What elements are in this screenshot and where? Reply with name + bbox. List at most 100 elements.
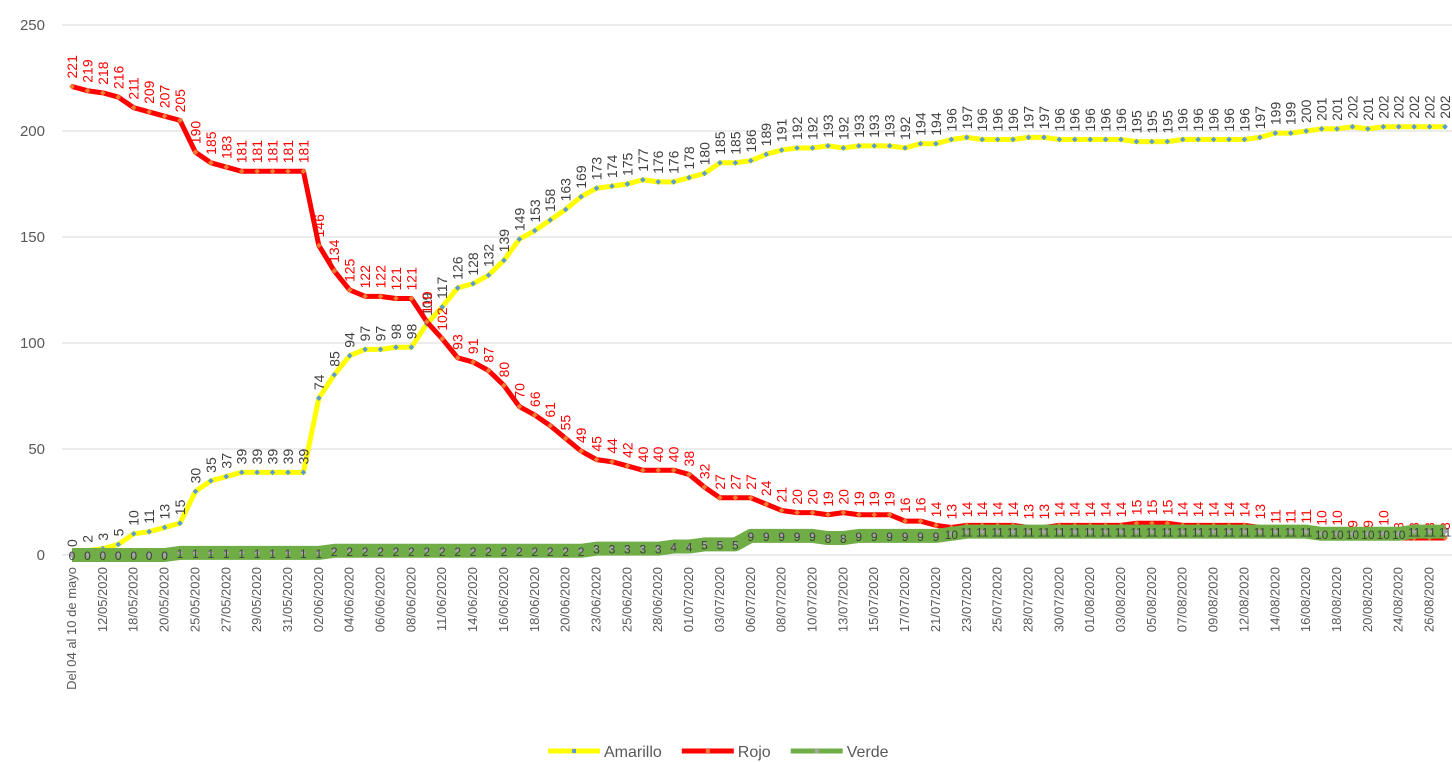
x-tick-label: 03/07/2020 (712, 567, 727, 632)
x-tick-label: 18/06/2020 (527, 567, 542, 632)
x-tick-label: 16/08/2020 (1298, 567, 1313, 632)
data-label: 9 (778, 530, 785, 544)
data-label: 19 (851, 491, 867, 507)
data-label: 186 (743, 129, 759, 153)
data-label: 3 (593, 543, 600, 557)
data-label: 176 (666, 150, 682, 174)
data-label: 2 (346, 545, 353, 559)
data-label: 11 (1022, 526, 1035, 540)
data-label: 10 (1392, 528, 1406, 542)
data-label: 11 (1267, 509, 1283, 524)
data-label: 102 (434, 307, 450, 331)
data-label: 14 (928, 502, 944, 518)
data-label: 158 (542, 188, 558, 212)
data-label: 196 (1190, 108, 1206, 132)
data-label: 15 (1144, 499, 1160, 515)
data-label: 9 (933, 530, 940, 544)
data-label: 21 (774, 487, 790, 503)
data-label: 2 (408, 545, 415, 559)
data-label: 11 (1439, 526, 1452, 540)
x-tick-label: 12/08/2020 (1236, 567, 1251, 632)
data-label: 40 (666, 446, 682, 462)
data-label: 14 (1236, 502, 1252, 518)
data-label: 70 (511, 383, 527, 399)
data-label: 9 (1344, 520, 1360, 528)
data-label: 196 (1051, 108, 1067, 132)
data-label: 219 (79, 59, 95, 83)
data-label: 196 (1005, 108, 1021, 132)
x-tick-label: 03/08/2020 (1113, 567, 1128, 632)
y-tick-label: 100 (20, 335, 45, 352)
data-label: 11 (1192, 526, 1205, 540)
data-label: 11 (1238, 526, 1251, 540)
data-label: 190 (187, 121, 203, 145)
data-label: 180 (697, 142, 713, 166)
data-label: 196 (1082, 108, 1098, 132)
data-label: 202 (1437, 95, 1452, 119)
x-tick-label: 17/07/2020 (897, 567, 912, 632)
data-label: 2 (547, 545, 554, 559)
legend-marker (815, 749, 819, 753)
data-label: 11 (1300, 526, 1313, 540)
x-tick-label: 26/08/2020 (1422, 567, 1437, 632)
data-label: 39 (280, 449, 296, 465)
x-tick-label: 12/05/2020 (95, 567, 110, 632)
data-label: 61 (542, 402, 558, 418)
x-tick-label: 28/07/2020 (1020, 567, 1035, 632)
data-label: 117 (434, 276, 450, 299)
data-label: 39 (265, 449, 281, 465)
data-label: 194 (912, 112, 928, 136)
data-label: 16 (912, 497, 928, 513)
data-label: 9 (917, 530, 924, 544)
data-label: 14 (1175, 502, 1191, 518)
data-label: 0 (64, 539, 80, 547)
data-label: 185 (727, 131, 743, 155)
x-tick-label: 16/06/2020 (496, 567, 511, 632)
data-label: 8 (840, 532, 847, 546)
data-label: 2 (485, 545, 492, 559)
data-label: 205 (172, 89, 188, 113)
data-label: 193 (820, 114, 836, 138)
data-label: 10 (1329, 510, 1345, 526)
data-label: 32 (697, 463, 713, 479)
data-label: 196 (1236, 108, 1252, 132)
data-label: 39 (295, 449, 311, 465)
x-tick-label: 25/05/2020 (187, 567, 202, 632)
data-label: 0 (146, 549, 153, 563)
data-label: 11 (1130, 526, 1143, 540)
legend-marker (706, 749, 710, 753)
data-label: 14 (1098, 502, 1114, 518)
data-label: 2 (362, 545, 369, 559)
data-label: 185 (712, 131, 728, 155)
data-label: 40 (635, 446, 651, 462)
data-label: 10 (1346, 528, 1360, 542)
data-label: 66 (527, 391, 543, 407)
data-label: 27 (712, 474, 728, 490)
x-tick-label: 08/07/2020 (774, 567, 789, 632)
data-label: 2 (423, 545, 430, 559)
data-label: 2 (516, 545, 523, 559)
data-label: 193 (851, 114, 867, 138)
data-label: 0 (69, 549, 76, 563)
data-label: 9 (809, 530, 816, 544)
x-tick-label: 30/07/2020 (1051, 567, 1066, 632)
data-label: 2 (331, 545, 338, 559)
x-tick-label: 04/06/2020 (342, 567, 357, 632)
data-label: 10 (126, 510, 142, 526)
data-label: 197 (1020, 106, 1036, 130)
data-label: 163 (558, 178, 574, 202)
data-label: 196 (990, 108, 1006, 132)
data-label: 10 (1361, 528, 1375, 542)
data-label: 122 (373, 265, 389, 289)
data-label: 146 (311, 214, 327, 238)
x-tick-label: Del 04 al 10 de mayo (64, 567, 79, 690)
x-tick-label: 18/05/2020 (126, 567, 141, 632)
data-label: 11 (1084, 526, 1097, 540)
data-label: 11 (1146, 526, 1159, 540)
data-label: 5 (701, 538, 708, 552)
data-label: 192 (897, 116, 913, 140)
y-tick-label: 50 (28, 441, 45, 458)
data-label: 11 (1283, 509, 1299, 524)
data-label: 10 (1315, 528, 1329, 542)
data-label: 11 (1254, 526, 1267, 540)
